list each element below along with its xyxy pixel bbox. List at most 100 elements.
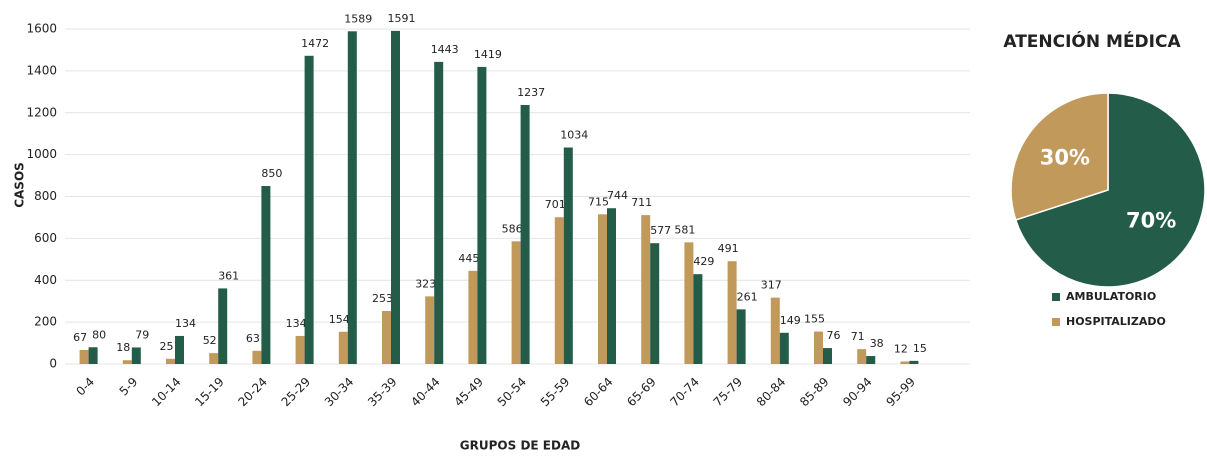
- data-label: 134: [286, 317, 307, 330]
- x-tick-label: 40-44: [408, 375, 443, 410]
- data-label: 1237: [517, 86, 545, 99]
- y-tick-label: 1000: [26, 147, 57, 161]
- data-label: 15: [913, 342, 927, 355]
- y-tick-label: 600: [34, 231, 57, 245]
- data-label: 154: [329, 313, 350, 326]
- bar: [727, 261, 737, 364]
- bar: [295, 335, 305, 364]
- data-label: 586: [502, 222, 523, 235]
- data-label: 577: [650, 224, 671, 237]
- bar: [770, 297, 780, 364]
- data-label: 361: [218, 269, 239, 282]
- data-label: 1591: [388, 12, 416, 25]
- x-tick-label: 65-69: [624, 375, 659, 410]
- x-tick-label: 20-24: [235, 375, 270, 410]
- x-tick-label: 90-94: [840, 375, 875, 410]
- bar: [131, 347, 141, 364]
- x-tick-label: 15-19: [192, 375, 227, 410]
- data-label: 38: [870, 337, 884, 350]
- bar: [477, 66, 487, 364]
- bar: [598, 214, 607, 364]
- bar: [563, 147, 573, 364]
- bar: [175, 335, 184, 364]
- data-label: 67: [73, 331, 87, 344]
- bar: [122, 360, 132, 364]
- slice-label: 70%: [1126, 208, 1176, 232]
- data-label: 79: [135, 328, 149, 341]
- x-tick-label: 30-34: [322, 375, 357, 410]
- bar: [88, 347, 98, 364]
- bar: [79, 349, 89, 364]
- bar: [347, 31, 357, 364]
- x-tick-label: 10-14: [149, 375, 184, 410]
- bar: [252, 350, 262, 364]
- data-label: 323: [415, 277, 436, 290]
- bar: [693, 274, 703, 364]
- bar: [736, 309, 746, 364]
- x-tick-label: 50-54: [495, 375, 530, 410]
- x-tick-label: 0-4: [73, 375, 97, 399]
- y-tick-label: 1400: [26, 63, 57, 77]
- bar: [391, 30, 400, 365]
- x-tick-label: 70-74: [667, 375, 702, 410]
- x-tick-label: 25-29: [279, 375, 314, 410]
- y-tick-label: 0: [49, 357, 57, 371]
- data-label: 134: [175, 317, 196, 330]
- data-label: 76: [827, 329, 841, 342]
- y-tick-label: 1200: [26, 105, 57, 119]
- bar: [166, 358, 175, 364]
- y-tick-label: 400: [34, 273, 57, 287]
- bar: [338, 331, 348, 364]
- bar: [641, 215, 651, 364]
- bar: [218, 288, 228, 364]
- bar: [554, 217, 564, 364]
- data-label: 18: [116, 341, 130, 354]
- x-tick-label: 75-79: [711, 375, 746, 410]
- data-label: 25: [160, 340, 174, 353]
- x-tick-label: 60-64: [581, 375, 616, 410]
- x-tick-label: 95-99: [883, 375, 918, 410]
- data-label: 715: [588, 195, 609, 208]
- legend-swatch: [1052, 318, 1060, 326]
- y-axis-label: CASOS: [13, 162, 27, 208]
- data-label: 491: [718, 242, 739, 255]
- x-tick-label: 5-9: [117, 375, 141, 399]
- data-label: 71: [851, 330, 865, 343]
- bar: [650, 243, 660, 364]
- bar: [382, 311, 391, 364]
- bar: [684, 242, 694, 364]
- data-label: 253: [372, 292, 393, 305]
- data-label: 52: [203, 334, 217, 347]
- bar: [866, 356, 876, 364]
- x-axis-label: GRUPOS DE EDAD: [460, 439, 580, 453]
- bar: [261, 186, 271, 364]
- data-label: 317: [761, 279, 782, 292]
- data-label: 1034: [560, 129, 588, 142]
- data-label: 155: [804, 313, 825, 326]
- data-label: 149: [780, 314, 801, 327]
- data-label: 701: [545, 198, 566, 211]
- data-label: 1472: [301, 37, 329, 50]
- data-label: 261: [737, 290, 758, 303]
- bar: [857, 349, 867, 364]
- x-tick-label: 35-39: [365, 375, 400, 410]
- data-label: 445: [458, 252, 479, 265]
- bar: [900, 361, 910, 364]
- data-label: 1419: [474, 48, 502, 61]
- bar: [814, 331, 823, 364]
- pie-slice: [1010, 92, 1109, 221]
- y-tick-label: 200: [34, 315, 57, 329]
- bar: [511, 241, 521, 364]
- data-label: 1443: [431, 43, 459, 56]
- data-label: 80: [92, 328, 106, 341]
- x-tick-label: 55-59: [538, 375, 573, 410]
- bar: [909, 360, 919, 364]
- pie-slice: [1014, 92, 1206, 288]
- bar: [779, 332, 789, 364]
- bar: [434, 61, 444, 364]
- legend-label: AMBULATORIO: [1066, 290, 1156, 303]
- data-label: 581: [674, 223, 695, 236]
- data-label: 12: [894, 342, 908, 355]
- bar: [304, 55, 314, 365]
- legend-swatch: [1052, 293, 1060, 301]
